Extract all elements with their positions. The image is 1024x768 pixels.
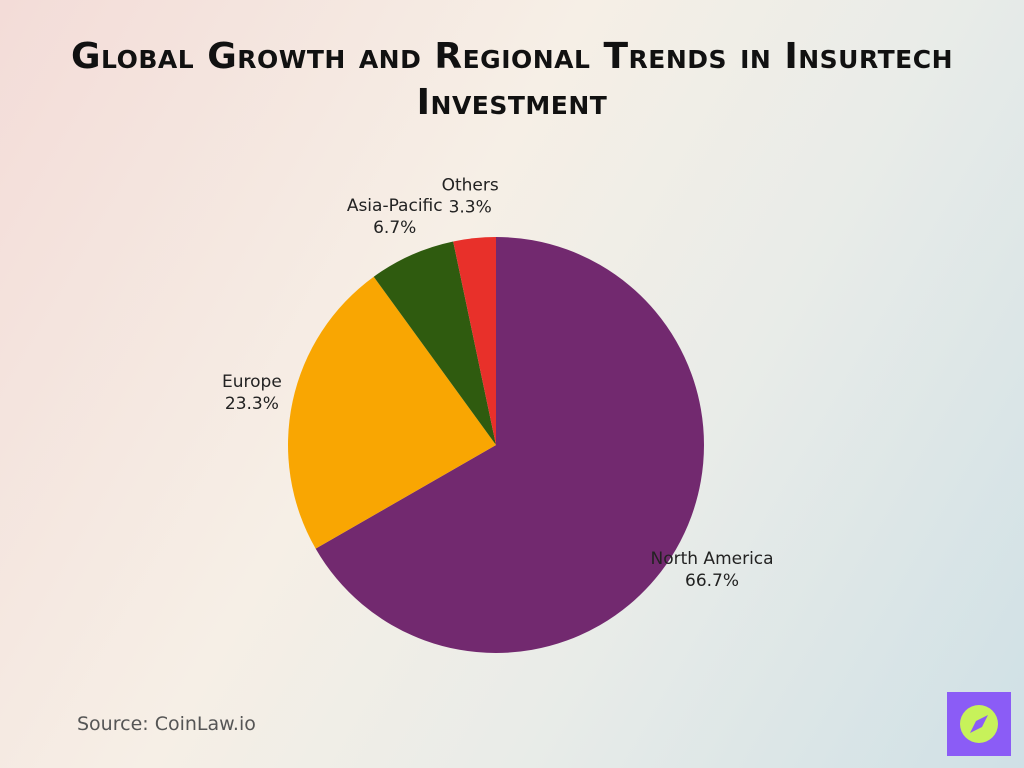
value-label: 3.3% <box>449 198 492 218</box>
value-label: 6.7% <box>373 218 416 238</box>
slice-label: Europe <box>222 372 282 392</box>
slice-label: Asia-Pacific <box>347 196 443 216</box>
slice-label: North America <box>650 549 773 569</box>
pie-slice <box>315 237 704 654</box>
logo <box>947 692 1011 756</box>
value-label: 66.7% <box>685 571 739 591</box>
value-label: 23.3% <box>225 394 279 414</box>
pie-slice <box>288 276 496 549</box>
slice-label: Others <box>442 176 499 196</box>
chart-title: Global Growth and Regional Trends in Ins… <box>70 36 953 123</box>
pie-slice <box>453 237 496 445</box>
pie-slice <box>373 241 496 445</box>
source: Source: CoinLaw.io <box>77 713 256 735</box>
